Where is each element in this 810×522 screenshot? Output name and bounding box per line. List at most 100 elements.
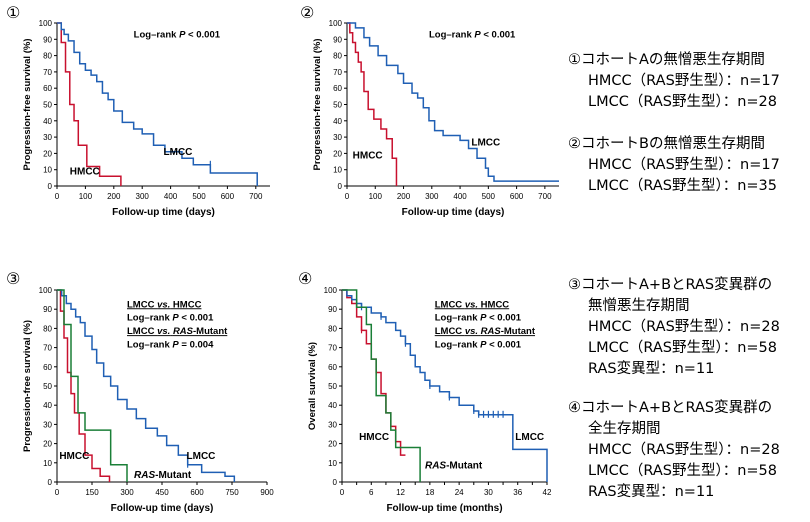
legend-block-cohort-a: ①コホートAの無憎悪生存期間 HMCC（RAS野生型）：n=17 LMCC（RA… <box>568 50 804 113</box>
y-tick-label: 40 <box>43 401 52 410</box>
x-tick-label: 18 <box>425 488 434 497</box>
legend-item: LMCC（RAS野生型）：n=58 <box>588 463 777 479</box>
y-tick-label: 0 <box>48 478 53 487</box>
y-tick-label: 10 <box>328 459 337 468</box>
legend-item: 全生存期間 <box>588 421 661 437</box>
legend-item: HMCC（RAS野生型）：n=17 <box>588 157 780 173</box>
annotation-text: LMCC vs. RAS-Mutant <box>127 326 228 337</box>
y-tick-label: 30 <box>328 420 337 429</box>
y-tick-label: 0 <box>338 182 343 191</box>
y-tick-label: 30 <box>333 133 342 142</box>
y-tick-label: 20 <box>333 149 342 158</box>
legend-block-cohort-ab-os: ④コホートA+BとRAS変異群の 全生存期間 HMCC（RAS野生型）：n=28… <box>568 398 804 503</box>
y-tick-label: 80 <box>328 324 337 333</box>
y-tick-label: 30 <box>43 420 52 429</box>
x-tick-label: 300 <box>136 192 150 201</box>
y-axis-title: Progression-free survival (%) <box>22 39 33 171</box>
y-tick-label: 30 <box>43 133 52 142</box>
annotation-text: Log–rank P < 0.001 <box>435 340 522 351</box>
series-line-ras-mutant <box>57 289 128 482</box>
series-line-ras-mutant <box>342 289 421 482</box>
series-label-lmcc: LMCC <box>471 137 500 148</box>
x-axis-title: Follow-up time (days) <box>402 207 505 218</box>
panel-marker: ④ <box>298 269 312 288</box>
x-tick-label: 600 <box>190 488 204 497</box>
x-tick-label: 150 <box>85 488 99 497</box>
legend-item: LMCC（RAS野生型）：n=58 <box>588 340 777 356</box>
legend-block-cohort-b: ②コホートBの無憎悪生存期間 HMCC（RAS野生型）：n=17 LMCC（RA… <box>568 134 804 197</box>
y-axis-title: Overall survival (%) <box>307 342 318 430</box>
x-tick-label: 100 <box>79 192 93 201</box>
x-tick-label: 450 <box>155 488 169 497</box>
y-tick-label: 100 <box>39 19 53 28</box>
series-label-lmcc: LMCC <box>187 451 216 462</box>
y-tick-label: 10 <box>43 459 52 468</box>
x-tick-label: 0 <box>345 192 350 201</box>
legend-title: ③コホートA+BとRAS変異群の <box>568 277 773 293</box>
y-tick-label: 10 <box>43 166 52 175</box>
x-tick-label: 0 <box>55 488 60 497</box>
annotation-text: Log–rank P < 0.001 <box>134 30 221 41</box>
chart-panel-1: 0 10 20 30 40 50 60 70 80 90 100 0 100 200 300 400 500 60… <box>6 3 270 218</box>
series-label-lmcc: LMCC <box>515 432 544 443</box>
x-tick-label: 36 <box>513 488 522 497</box>
y-tick-label: 90 <box>43 305 52 314</box>
legend-item: RAS変異型：n=11 <box>588 361 715 377</box>
y-tick-label: 90 <box>328 305 337 314</box>
annotation-text: LMCC vs. RAS-Mutant <box>435 326 536 337</box>
series-line-lmcc <box>57 289 236 482</box>
x-tick-label: 300 <box>425 192 439 201</box>
annotation-text: LMCC vs. HMCC <box>127 299 202 310</box>
x-tick-label: 400 <box>453 192 467 201</box>
panel-marker: ① <box>6 3 20 22</box>
annotation-text: Log–rank P < 0.001 <box>435 313 522 324</box>
y-axis-title: Progression-free survival (%) <box>22 320 33 452</box>
x-tick-label: 12 <box>396 488 405 497</box>
x-tick-label: 300 <box>120 488 134 497</box>
series-label-hmcc: HMCC <box>70 167 100 178</box>
x-axis-title: Follow-up time (days) <box>112 207 215 218</box>
x-tick-label: 200 <box>397 192 411 201</box>
x-tick-label: 900 <box>260 488 274 497</box>
y-tick-label: 80 <box>43 52 52 61</box>
legend-item: HMCC（RAS野生型）：n=28 <box>588 442 780 458</box>
y-tick-label: 100 <box>324 286 338 295</box>
y-tick-label: 20 <box>328 440 337 449</box>
legend-item: LMCC（RAS野生型）：n=28 <box>588 94 777 110</box>
series-label-hmcc: HMCC <box>59 451 89 462</box>
annotation-text: Log–rank P < 0.001 <box>429 30 516 41</box>
y-tick-label: 10 <box>333 166 342 175</box>
series-line-lmcc <box>57 22 258 186</box>
series-label-lmcc: LMCC <box>164 147 193 158</box>
y-tick-label: 20 <box>43 149 52 158</box>
y-tick-label: 40 <box>43 117 52 126</box>
legend-item: RAS変異型：n=11 <box>588 484 715 500</box>
y-tick-label: 40 <box>333 117 342 126</box>
x-axis-title: Follow-up time (days) <box>111 503 214 514</box>
chart-panel-3: 0 10 20 30 40 50 60 70 80 90 100 0 150 300 450 600 750 90… <box>6 269 274 514</box>
x-tick-label: 6 <box>369 488 374 497</box>
x-tick-label: 600 <box>510 192 524 201</box>
x-tick-label: 200 <box>107 192 121 201</box>
y-tick-label: 50 <box>43 101 52 110</box>
annotation-text: Log–rank P = 0.004 <box>127 340 214 351</box>
y-tick-label: 70 <box>43 68 52 77</box>
y-tick-label: 90 <box>43 35 52 44</box>
annotation-text: LMCC vs. HMCC <box>435 299 510 310</box>
y-axis-title: Progression-free survival (%) <box>312 39 323 171</box>
legend-title: ②コホートBの無憎悪生存期間 <box>568 136 765 152</box>
panel-marker: ② <box>300 3 314 22</box>
x-tick-label: 700 <box>538 192 552 201</box>
x-tick-label: 100 <box>369 192 383 201</box>
y-tick-label: 50 <box>328 382 337 391</box>
y-tick-label: 0 <box>333 478 338 487</box>
x-tick-label: 400 <box>164 192 178 201</box>
y-tick-label: 40 <box>328 401 337 410</box>
series-line-lmcc <box>347 22 559 182</box>
y-tick-label: 0 <box>48 182 53 191</box>
y-tick-label: 60 <box>328 363 337 372</box>
legend-item: HMCC（RAS野生型）：n=28 <box>588 319 780 335</box>
series-label-hmcc: HMCC <box>353 150 383 161</box>
x-tick-label: 700 <box>249 192 263 201</box>
